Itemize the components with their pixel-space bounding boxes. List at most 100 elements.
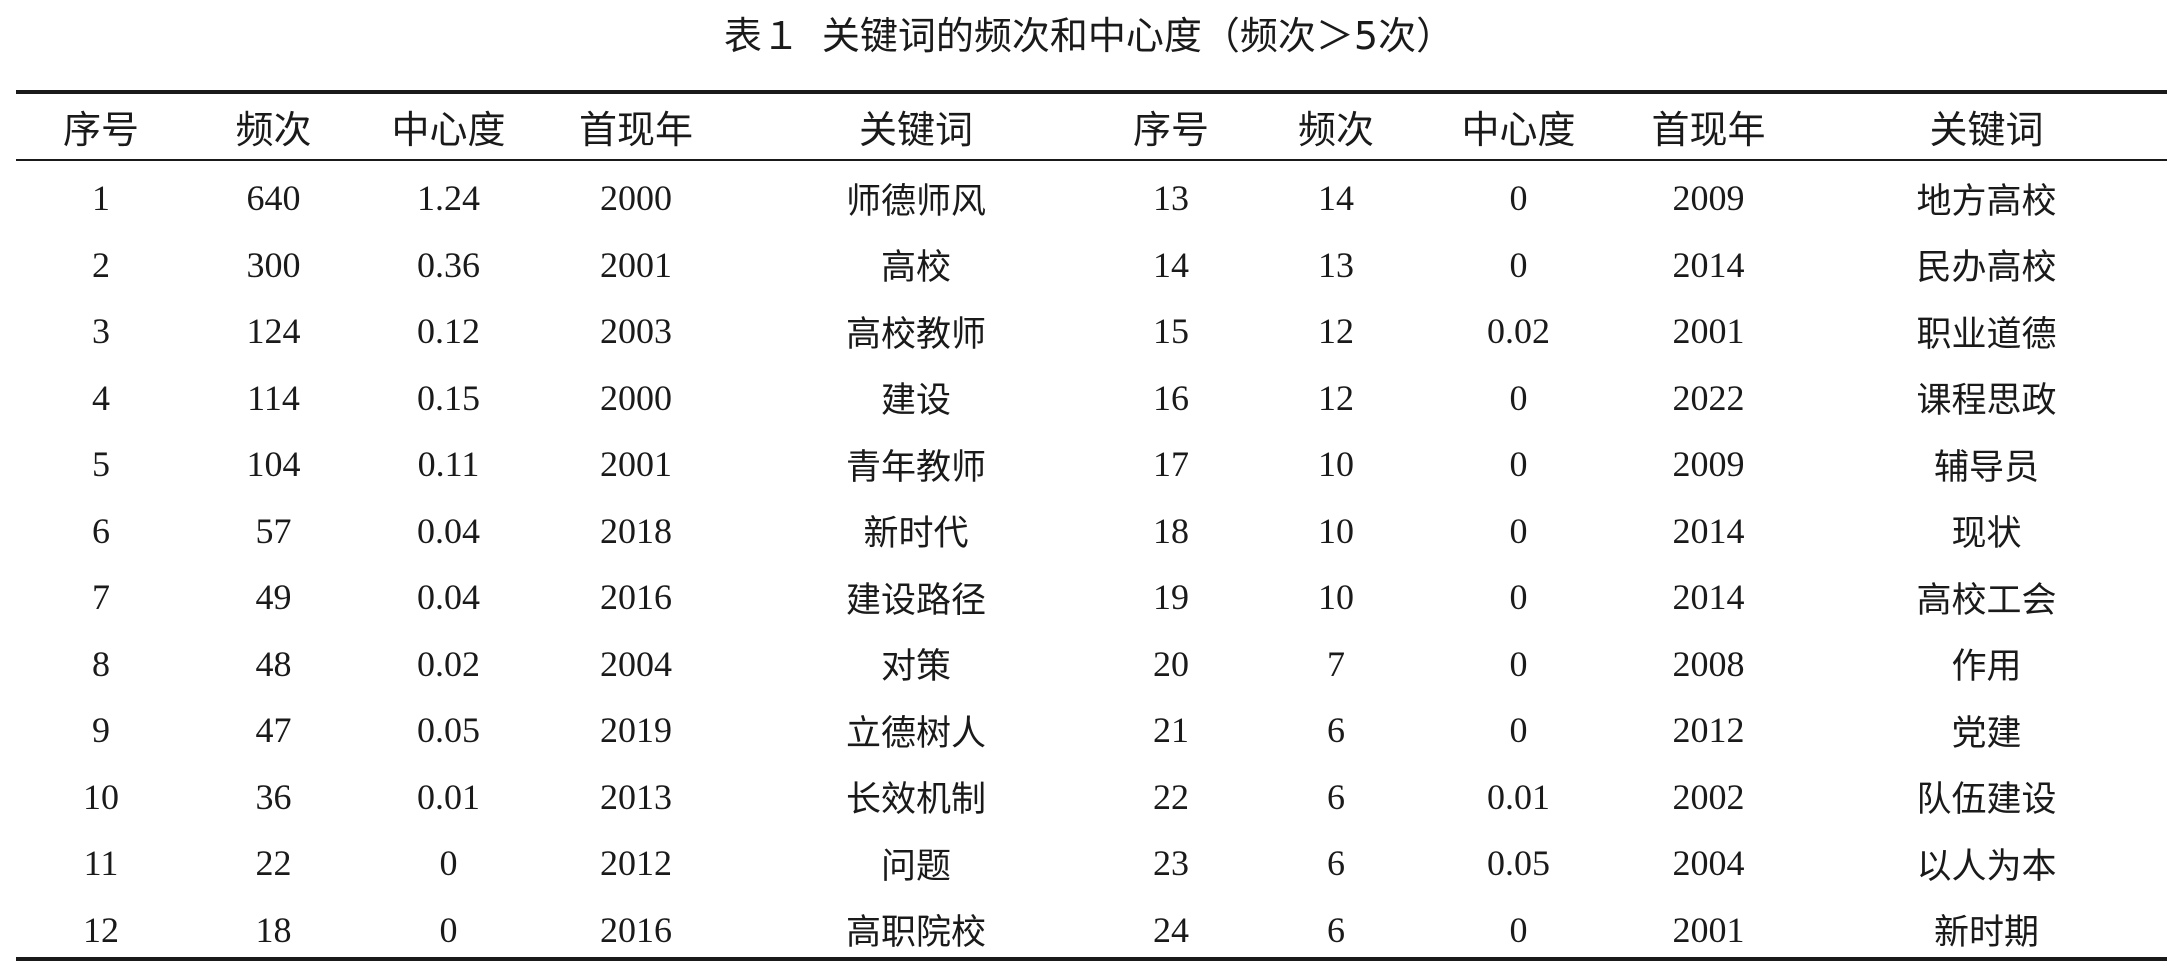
cell-frequency: 10	[1318, 577, 1354, 618]
cell-frequency: 57	[255, 510, 292, 551]
cell-keyword: 青年教师	[845, 447, 986, 488]
cell-keyword: 立德树人	[845, 713, 986, 754]
cell-seq: 20	[1153, 643, 1189, 684]
table-number: 表１	[723, 14, 800, 58]
cell-keyword: 课程思政	[1916, 381, 2057, 422]
cell-keyword: 建设路径	[845, 580, 986, 621]
cell-keyword: 高职院校	[845, 913, 986, 954]
cell-frequency: 124	[246, 311, 301, 352]
cell-centrality: 0.15	[417, 377, 480, 418]
cell-seq: 23	[1153, 843, 1189, 884]
cell-frequency: 6	[1327, 843, 1345, 884]
table-title: 关键词的频次和中心度（频次＞5次）	[821, 14, 1455, 58]
cell-seq: 9	[92, 710, 110, 751]
cell-keyword: 长效机制	[845, 780, 986, 821]
cell-seq: 24	[1153, 909, 1189, 950]
cell-centrality: 1.24	[417, 178, 480, 219]
cell-centrality: 0.04	[417, 577, 480, 618]
cell-centrality: 0.01	[417, 776, 480, 817]
cell-centrality: 0	[1509, 444, 1528, 485]
cell-first-year: 2018	[600, 510, 672, 551]
cell-first-year: 2008	[1672, 643, 1745, 684]
cell-seq: 21	[1153, 710, 1189, 751]
header-first-year: 首现年	[1651, 108, 1766, 152]
header-frequency: 频次	[235, 108, 312, 152]
cell-frequency: 13	[1318, 244, 1354, 285]
cell-centrality: 0.11	[417, 444, 480, 485]
cell-centrality: 0	[1509, 643, 1528, 684]
cell-keyword: 作用	[1951, 647, 2022, 688]
cell-seq: 15	[1153, 311, 1189, 352]
keyword-table: 序号 频次 中心度 首现年 关键词 序号 频次 中心度 首现年 关键词 1 640…	[16, 94, 2167, 963]
cell-first-year: 2009	[1672, 444, 1745, 485]
top-rule	[16, 90, 2167, 94]
table-row: 5 104 0.11 2001 青年教师 17 10 0 2009 辅导员	[16, 431, 2167, 498]
cell-frequency: 6	[1327, 710, 1345, 751]
table-row: 6 57 0.04 2018 新时代 18 10 0 2014 现状	[16, 498, 2167, 565]
cell-first-year: 2004	[600, 643, 672, 684]
cell-keyword: 新时代	[863, 514, 969, 555]
cell-first-year: 2022	[1672, 377, 1745, 418]
cell-seq: 18	[1153, 510, 1189, 551]
cell-seq: 13	[1153, 178, 1189, 219]
cell-seq: 4	[92, 377, 110, 418]
table-row: 11 22 0 2012 问题 23 6 0.05 2004 以人为本	[16, 830, 2167, 897]
header-rule	[16, 159, 2167, 161]
cell-first-year: 2004	[1672, 843, 1745, 884]
cell-frequency: 12	[1318, 377, 1354, 418]
cell-centrality: 0.04	[417, 510, 480, 551]
table-row: 9 47 0.05 2019 立德树人 21 6 0 2012 党建	[16, 697, 2167, 764]
cell-frequency: 10	[1318, 510, 1354, 551]
cell-first-year: 2000	[600, 178, 672, 219]
header-keyword: 关键词	[858, 108, 973, 152]
cell-seq: 10	[83, 776, 119, 817]
cell-keyword: 地方高校	[1916, 181, 2057, 222]
header-first-year: 首现年	[578, 108, 693, 152]
cell-centrality: 0	[1509, 710, 1528, 751]
cell-centrality: 0	[1509, 510, 1528, 551]
cell-seq: 22	[1153, 776, 1189, 817]
cell-centrality: 0.01	[1487, 776, 1550, 817]
header-seq: 序号	[1132, 108, 1209, 152]
header-frequency: 频次	[1297, 108, 1374, 152]
cell-seq: 1	[92, 178, 110, 219]
cell-first-year: 2014	[1672, 244, 1745, 285]
cell-seq: 14	[1153, 244, 1189, 285]
cell-keyword: 高校	[880, 248, 951, 289]
bottom-rule	[16, 957, 2167, 961]
cell-frequency: 300	[246, 244, 301, 285]
cell-centrality: 0.05	[417, 710, 480, 751]
cell-keyword: 辅导员	[1933, 447, 2039, 488]
table-row: 4 114 0.15 2000 建设 16 12 0 2022 课程思政	[16, 365, 2167, 432]
cell-centrality: 0.02	[1487, 311, 1550, 352]
cell-keyword: 党建	[1951, 713, 2022, 754]
header-keyword: 关键词	[1929, 108, 2044, 152]
table-row: 3 124 0.12 2003 高校教师 15 12 0.02 2001 职业道德	[16, 298, 2167, 365]
cell-frequency: 12	[1318, 311, 1354, 352]
cell-frequency: 48	[255, 643, 292, 684]
cell-keyword: 以人为本	[1916, 846, 2057, 887]
cell-first-year: 2016	[600, 577, 672, 618]
cell-keyword: 现状	[1951, 514, 2022, 555]
cell-frequency: 47	[255, 710, 292, 751]
cell-first-year: 2013	[600, 776, 672, 817]
cell-keyword: 建设	[880, 381, 951, 422]
cell-first-year: 2001	[600, 444, 672, 485]
header-seq: 序号	[62, 108, 139, 152]
cell-first-year: 2001	[1672, 311, 1745, 352]
cell-seq: 19	[1153, 577, 1189, 618]
cell-frequency: 114	[247, 377, 300, 418]
cell-centrality: 0	[1509, 377, 1528, 418]
cell-centrality: 0.05	[1487, 843, 1550, 884]
header-centrality: 中心度	[1461, 108, 1576, 152]
cell-seq: 3	[92, 311, 110, 352]
table-row: 12 18 0 2016 高职院校 24 6 0 2001 新时期	[16, 897, 2167, 964]
cell-keyword: 师德师风	[845, 181, 986, 222]
cell-seq: 12	[83, 909, 119, 950]
table-row: 7 49 0.04 2016 建设路径 19 10 0 2014 高校工会	[16, 564, 2167, 631]
cell-frequency: 640	[246, 178, 301, 219]
cell-frequency: 10	[1318, 444, 1354, 485]
cell-centrality: 0	[439, 909, 458, 950]
header-centrality: 中心度	[391, 108, 506, 152]
cell-first-year: 2014	[1672, 510, 1745, 551]
